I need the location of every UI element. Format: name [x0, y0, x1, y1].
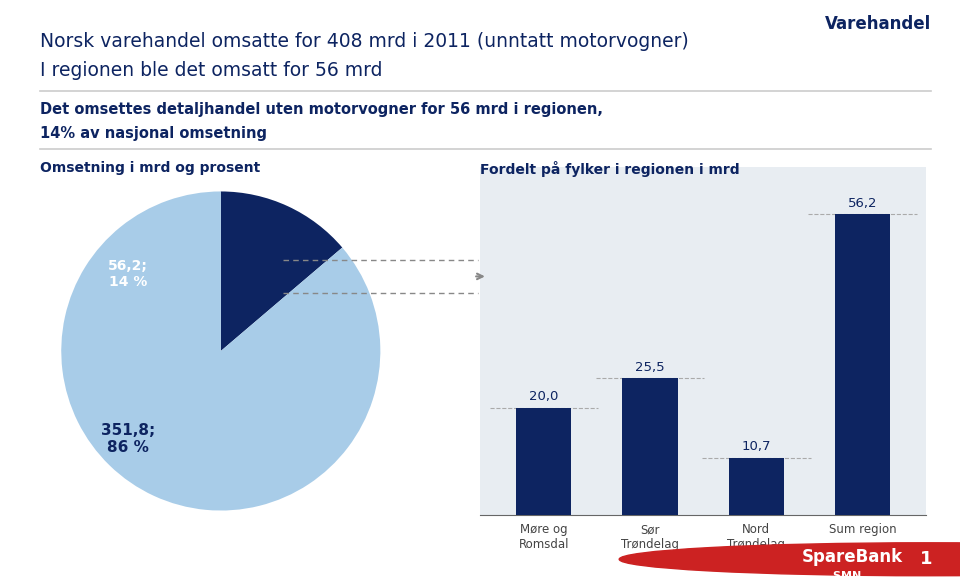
- Bar: [516, 408, 571, 515]
- Text: 25,5: 25,5: [636, 361, 665, 374]
- Bar: [835, 214, 890, 515]
- Text: 56,2;
14 %: 56,2; 14 %: [108, 259, 148, 289]
- Text: Det omsettes detaljhandel uten motorvogner for 56 mrd i regionen,: Det omsettes detaljhandel uten motorvogn…: [40, 102, 603, 118]
- Text: 10,7: 10,7: [741, 441, 771, 453]
- Wedge shape: [61, 191, 380, 511]
- Text: Varehandel: Varehandel: [825, 15, 931, 33]
- Circle shape: [619, 543, 960, 576]
- Text: 20,0: 20,0: [529, 390, 559, 404]
- Text: 14% av nasjonal omsetning: 14% av nasjonal omsetning: [40, 126, 267, 141]
- Text: Fordelt på fylker i regionen i mrd: Fordelt på fylker i regionen i mrd: [480, 161, 739, 177]
- Wedge shape: [221, 191, 343, 351]
- Text: I regionen ble det omsatt for 56 mrd: I regionen ble det omsatt for 56 mrd: [40, 61, 383, 80]
- Text: Omsetning i mrd og prosent: Omsetning i mrd og prosent: [40, 161, 260, 175]
- Text: 351,8;
86 %: 351,8; 86 %: [101, 422, 155, 455]
- Bar: [729, 457, 784, 515]
- Text: Norsk varehandel omsatte for 408 mrd i 2011 (unntatt motorvogner): Norsk varehandel omsatte for 408 mrd i 2…: [40, 32, 689, 51]
- Text: 56,2: 56,2: [848, 197, 877, 209]
- Text: Kilde: SSB: Kilde: SSB: [17, 552, 81, 565]
- Text: SMN: SMN: [802, 571, 861, 581]
- Text: 1: 1: [920, 550, 933, 568]
- Text: SpareBank: SpareBank: [802, 548, 902, 566]
- Bar: [622, 378, 678, 515]
